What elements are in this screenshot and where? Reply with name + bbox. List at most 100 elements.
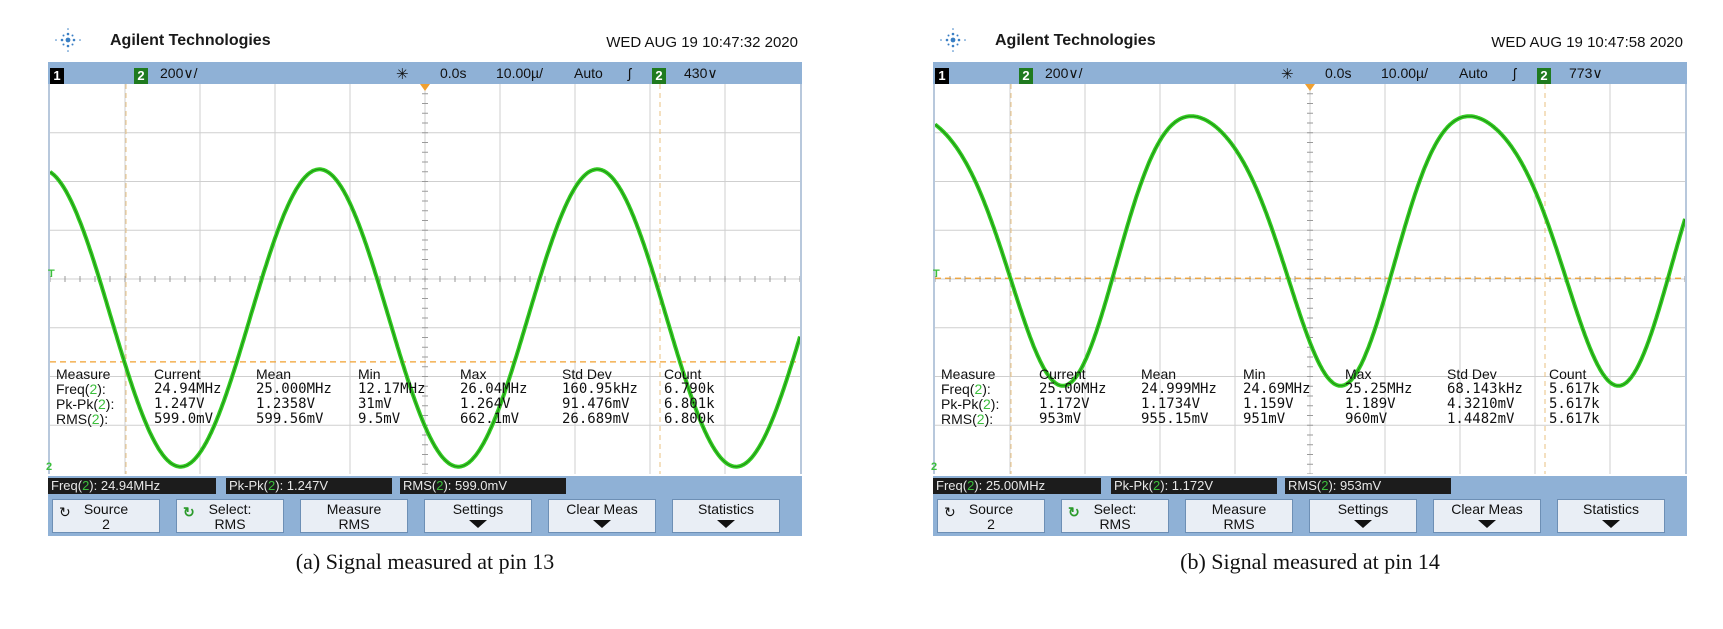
freq-readout: Freq(2): 24.94MHz bbox=[48, 478, 216, 494]
clear-meas-softkey[interactable]: Clear Meas bbox=[1433, 499, 1541, 533]
trigger-slope-icon: ʃ bbox=[1513, 65, 1517, 81]
softkey-label: Statistics bbox=[1582, 501, 1639, 517]
softkey-value: 2 bbox=[987, 516, 995, 532]
timestamp: WED AUG 19 10:47:32 2020 bbox=[606, 34, 798, 51]
table-cell: 1.4482mV bbox=[1447, 411, 1515, 427]
softkey-label: Settings bbox=[452, 501, 504, 517]
table-header-cell: Mean bbox=[256, 366, 292, 382]
rms-readout: RMS(2): 953mV bbox=[1285, 478, 1451, 494]
softkey-label: Source bbox=[968, 501, 1014, 517]
submenu-arrow-icon bbox=[593, 520, 611, 528]
brand-bar: Agilent Technologies WED AUG 19 10:47:32… bbox=[40, 26, 810, 54]
table-header-cell: Max bbox=[460, 366, 487, 382]
table-cell: 12.17MHz bbox=[358, 381, 426, 397]
waveform-display: T 2 Measure Current Mean Min Max Std Dev Count… bbox=[46, 84, 802, 474]
table-cell: 5.617k bbox=[1549, 396, 1600, 412]
table-cell: 951mV bbox=[1243, 411, 1286, 427]
table-cell: 160.95kHz bbox=[562, 381, 638, 397]
trigger-level-marker: T bbox=[933, 268, 940, 280]
table-header-cell: Measure bbox=[941, 366, 996, 382]
softkey-value: RMS bbox=[1099, 516, 1131, 532]
trigger-level-readout: 773∨ bbox=[1569, 65, 1603, 81]
submenu-arrow-icon bbox=[1602, 520, 1620, 528]
channel-2-trace bbox=[935, 114, 1685, 388]
select-knob-icon: ↻ bbox=[183, 504, 195, 520]
timestamp: WED AUG 19 10:47:58 2020 bbox=[1491, 34, 1683, 51]
select-softkey[interactable]: ↻ Select: RMS bbox=[176, 499, 284, 533]
table-cell: 1.264V bbox=[460, 396, 511, 412]
measure-softkey[interactable]: Measure RMS bbox=[300, 499, 408, 533]
measure-softkey[interactable]: Measure RMS bbox=[1185, 499, 1293, 533]
channel-2-scale: 200∨/ bbox=[160, 65, 198, 81]
table-header-cell: Current bbox=[1039, 366, 1086, 382]
trigger-mode: Auto bbox=[1459, 65, 1488, 81]
pkpk-readout: Pk-Pk(2): 1.247V bbox=[226, 478, 392, 494]
graticule bbox=[935, 84, 1685, 474]
channel-2-ground-marker: 2 bbox=[931, 460, 938, 473]
trigger-slope-icon: ʃ bbox=[628, 65, 632, 81]
table-header-cell: Std Dev bbox=[562, 366, 612, 382]
oscilloscope-panel-a: Agilent Technologies WED AUG 19 10:47:32… bbox=[40, 22, 810, 542]
table-header-cell: Current bbox=[154, 366, 201, 382]
clear-meas-softkey[interactable]: Clear Meas bbox=[548, 499, 656, 533]
softkey-label: Select: bbox=[1093, 501, 1137, 517]
table-cell: 26.689mV bbox=[562, 411, 630, 427]
select-knob-icon: ↻ bbox=[1068, 504, 1080, 520]
pkpk-readout: Pk-Pk(2): 1.172V bbox=[1111, 478, 1277, 494]
graticule bbox=[50, 84, 800, 474]
table-row-label: RMS(2): bbox=[941, 411, 994, 427]
table-row-label: Pk-Pk(2): bbox=[941, 396, 1000, 412]
agilent-spark-logo-icon bbox=[940, 28, 966, 52]
settings-softkey[interactable]: Settings bbox=[1309, 499, 1417, 533]
trace-path bbox=[935, 114, 1685, 388]
figure-caption-a: (a) Signal measured at pin 13 bbox=[295, 549, 555, 574]
table-header-cell: Std Dev bbox=[1447, 366, 1497, 382]
softkey-value: RMS bbox=[338, 516, 370, 532]
table-header-cell: Count bbox=[1549, 366, 1587, 382]
statistics-softkey[interactable]: Statistics bbox=[672, 499, 780, 533]
trigger-level-marker: T bbox=[48, 268, 55, 280]
table-cell: 1.247V bbox=[154, 396, 205, 412]
submenu-arrow-icon bbox=[717, 520, 735, 528]
statistics-softkey[interactable]: Statistics bbox=[1557, 499, 1665, 533]
select-softkey[interactable]: ↻ Select: RMS bbox=[1061, 499, 1169, 533]
table-cell: 91.476mV bbox=[562, 396, 630, 412]
submenu-arrow-icon bbox=[469, 520, 487, 528]
softkey-bar: ↻ Source 2 ↻ Select: RMS Measure RMS Settings Cle… bbox=[933, 496, 1687, 536]
rotate-icon: ↻ bbox=[944, 504, 956, 520]
table-cell: 1.189V bbox=[1345, 396, 1396, 412]
table-cell: 599.0mV bbox=[154, 411, 214, 427]
timebase-readout: 10.00µ/ bbox=[496, 65, 543, 81]
source-softkey[interactable]: ↻ Source 2 bbox=[937, 499, 1045, 533]
table-header-cell: Max bbox=[1345, 366, 1372, 382]
table-header-cell: Min bbox=[358, 366, 381, 382]
table-header-cell: Count bbox=[664, 366, 702, 382]
agilent-spark-logo-icon bbox=[55, 28, 81, 52]
table-cell: 5.617k bbox=[1549, 381, 1600, 397]
submenu-arrow-icon bbox=[1478, 520, 1496, 528]
table-cell: 5.617k bbox=[1549, 411, 1600, 427]
trigger-level-readout: 430∨ bbox=[684, 65, 718, 81]
table-cell: 1.159V bbox=[1243, 396, 1294, 412]
table-row-label: RMS(2): bbox=[56, 411, 109, 427]
softkey-value: 2 bbox=[102, 516, 110, 532]
source-softkey[interactable]: ↻ Source 2 bbox=[52, 499, 160, 533]
table-cell: 24.94MHz bbox=[154, 381, 222, 397]
settings-softkey[interactable]: Settings bbox=[424, 499, 532, 533]
table-cell: 599.56mV bbox=[256, 411, 324, 427]
table-cell: 4.3210mV bbox=[1447, 396, 1515, 412]
status-bar: 1 2 200∨/ ✳ 0.0s 10.00µ/ Auto ʃ 2 430∨ bbox=[48, 62, 802, 84]
softkey-label: Clear Meas bbox=[1451, 501, 1523, 517]
softkey-value: RMS bbox=[214, 516, 246, 532]
table-header-cell: Min bbox=[1243, 366, 1266, 382]
table-cell: 1.1734V bbox=[1141, 396, 1201, 412]
oscilloscope-panel-b: Agilent Technologies WED AUG 19 10:47:58… bbox=[925, 22, 1695, 542]
brand-name: Agilent Technologies bbox=[110, 32, 271, 49]
table-cell: 6.790k bbox=[664, 381, 715, 397]
brand-name: Agilent Technologies bbox=[995, 32, 1156, 49]
table-cell: 953mV bbox=[1039, 411, 1082, 427]
table-cell: 68.143kHz bbox=[1447, 381, 1523, 397]
channel-2-ground-marker: 2 bbox=[46, 460, 53, 473]
trigger-mode: Auto bbox=[574, 65, 603, 81]
brand-bar: Agilent Technologies WED AUG 19 10:47:58… bbox=[925, 26, 1695, 54]
